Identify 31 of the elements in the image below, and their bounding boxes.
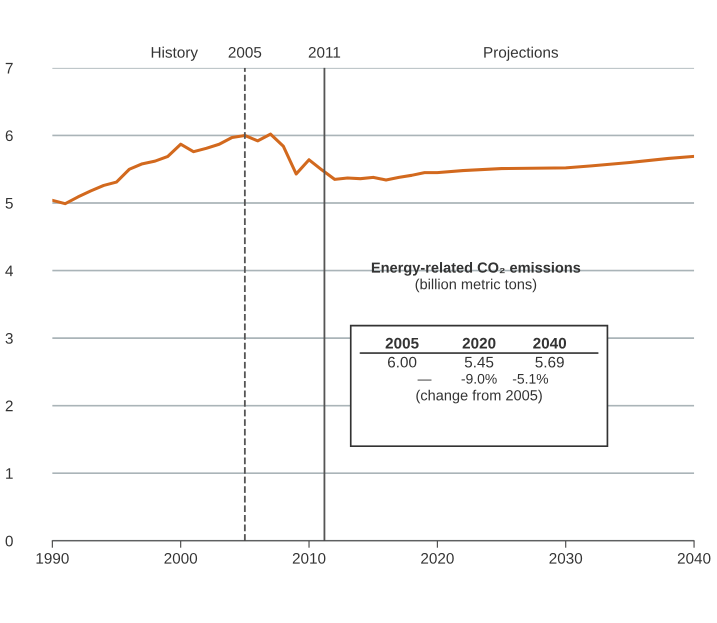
x-tick-label: 2030 (549, 552, 582, 564)
annotation: 6.00 (388, 356, 416, 368)
line-series (52, 132, 694, 206)
annotation: — (418, 380, 432, 381)
text: History (152, 46, 198, 61)
x-tick-label: 2010 (292, 552, 326, 564)
text: Projections (484, 46, 558, 61)
x-tick-label: 2040 (678, 552, 710, 564)
ref-line-label: 2011 (308, 46, 340, 58)
x-tick-label: 2020 (421, 552, 454, 564)
y-tick-label: 4 (5, 266, 14, 276)
annotation: 5.69 (535, 356, 564, 368)
y-tick-label: 5 (6, 198, 13, 209)
ref-line-label: 2005 (228, 46, 262, 58)
annotation: 2040 (533, 338, 566, 349)
y-tick-label: 7 (6, 62, 13, 74)
x-tick-label: 2000 (164, 552, 198, 564)
annotation: 5.45 (464, 356, 494, 368)
annotation: (billion metric tons) (416, 278, 536, 292)
annotation: (change from 2005) (416, 390, 542, 404)
y-tick-label: 2 (6, 400, 13, 412)
y-tick-label: 0 (6, 536, 13, 546)
x-tick-label: 1990 (36, 552, 69, 564)
annotation: -9.0% (462, 374, 497, 384)
annotation: Energy-related CO₂ emissions (372, 262, 580, 276)
y-tick-label: 1 (6, 468, 13, 479)
annotation: 2020 (462, 338, 496, 349)
annotation: 2005 (386, 338, 419, 349)
y-tick-label: 6 (6, 130, 13, 142)
y-tick-label: 3 (6, 332, 13, 344)
annotation: -5.1% (512, 374, 548, 384)
